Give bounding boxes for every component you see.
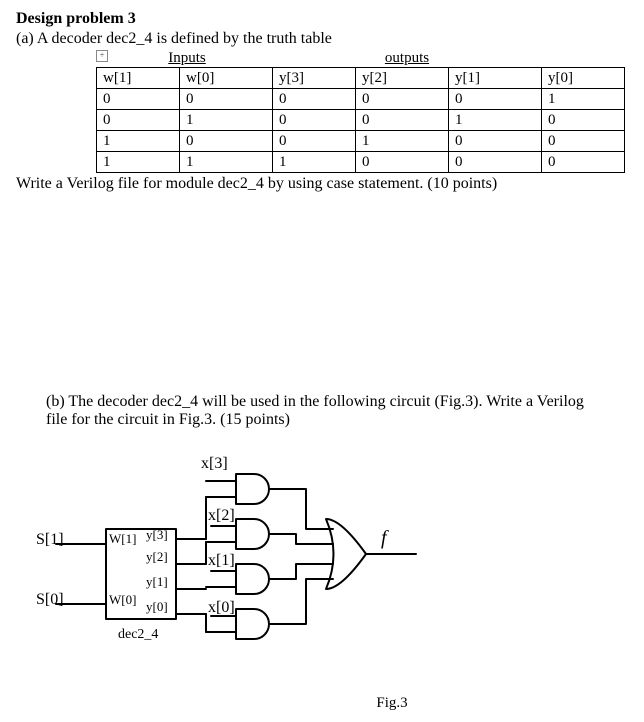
label-x0: x[0] xyxy=(208,599,235,617)
table-cell: 1 xyxy=(542,89,625,110)
col-header: y[1] xyxy=(449,68,542,89)
table-row: 010010 xyxy=(97,110,625,131)
column-header-row: w[1] w[0] y[3] y[2] y[1] y[0] xyxy=(97,68,625,89)
table-cell: 0 xyxy=(273,131,356,152)
part-a-task: Write a Verilog file for module dec2_4 b… xyxy=(16,175,628,193)
table-cell: 0 xyxy=(449,152,542,173)
table-cell: 1 xyxy=(449,110,542,131)
table-cell: 0 xyxy=(542,110,625,131)
col-header: y[2] xyxy=(356,68,449,89)
table-row: 111000 xyxy=(97,152,625,173)
label-x1: x[1] xyxy=(208,552,235,570)
figure-caption: Fig.3 xyxy=(156,695,628,712)
outputs-header: outputs xyxy=(332,50,482,67)
table-cell: 0 xyxy=(356,110,449,131)
circuit-svg xyxy=(36,449,476,669)
label-x2: x[2] xyxy=(208,507,235,525)
label-w0: W[0] xyxy=(109,592,136,608)
truth-table: w[1] w[0] y[3] y[2] y[1] y[0] 0000010100… xyxy=(96,67,625,173)
table-cell: 1 xyxy=(180,110,273,131)
table-cell: 0 xyxy=(542,152,625,173)
col-header: y[0] xyxy=(542,68,625,89)
table-cell: 0 xyxy=(180,89,273,110)
table-cell: 0 xyxy=(356,89,449,110)
col-header: w[0] xyxy=(180,68,273,89)
problem-title: Design problem 3 xyxy=(16,10,628,28)
col-header: w[1] xyxy=(97,68,180,89)
table-cell: 0 xyxy=(97,89,180,110)
label-y3: y[3] xyxy=(146,527,168,543)
label-f: f xyxy=(381,527,387,550)
col-header: y[3] xyxy=(273,68,356,89)
table-cell: 1 xyxy=(97,152,180,173)
table-cell: 1 xyxy=(97,131,180,152)
part-a-intro: (a) A decoder dec2_4 is defined by the t… xyxy=(16,30,628,48)
table-cell: 0 xyxy=(97,110,180,131)
label-s1: S[1] xyxy=(36,531,64,549)
inputs-header: Inputs xyxy=(112,50,262,67)
label-x3: x[3] xyxy=(201,455,228,473)
table-cell: 0 xyxy=(356,152,449,173)
table-cell: 0 xyxy=(273,110,356,131)
table-row: 000001 xyxy=(97,89,625,110)
table-cell: 0 xyxy=(449,89,542,110)
table-row: 100100 xyxy=(97,131,625,152)
label-s0: S[0] xyxy=(36,591,64,609)
table-cell: 1 xyxy=(180,152,273,173)
table-cell: 0 xyxy=(542,131,625,152)
table-cell: 0 xyxy=(449,131,542,152)
table-cell: 0 xyxy=(180,131,273,152)
truth-table-container: + Inputs outputs w[1] w[0] y[3] y[2] y[1… xyxy=(96,50,628,173)
table-cell: 1 xyxy=(356,131,449,152)
part-b-text: (b) The decoder dec2_4 will be used in t… xyxy=(16,393,628,429)
circuit-diagram: S[1] S[0] W[1] W[0] y[3] y[2] y[1] y[0] … xyxy=(36,449,476,689)
label-block: dec2_4 xyxy=(118,627,158,643)
label-y1: y[1] xyxy=(146,574,168,590)
label-y2: y[2] xyxy=(146,549,168,565)
table-cell: 1 xyxy=(273,152,356,173)
label-y0: y[0] xyxy=(146,599,168,615)
table-cell: 0 xyxy=(273,89,356,110)
group-header-row: + Inputs outputs xyxy=(96,50,628,67)
label-w1: W[1] xyxy=(109,531,136,547)
expand-icon: + xyxy=(96,50,108,62)
